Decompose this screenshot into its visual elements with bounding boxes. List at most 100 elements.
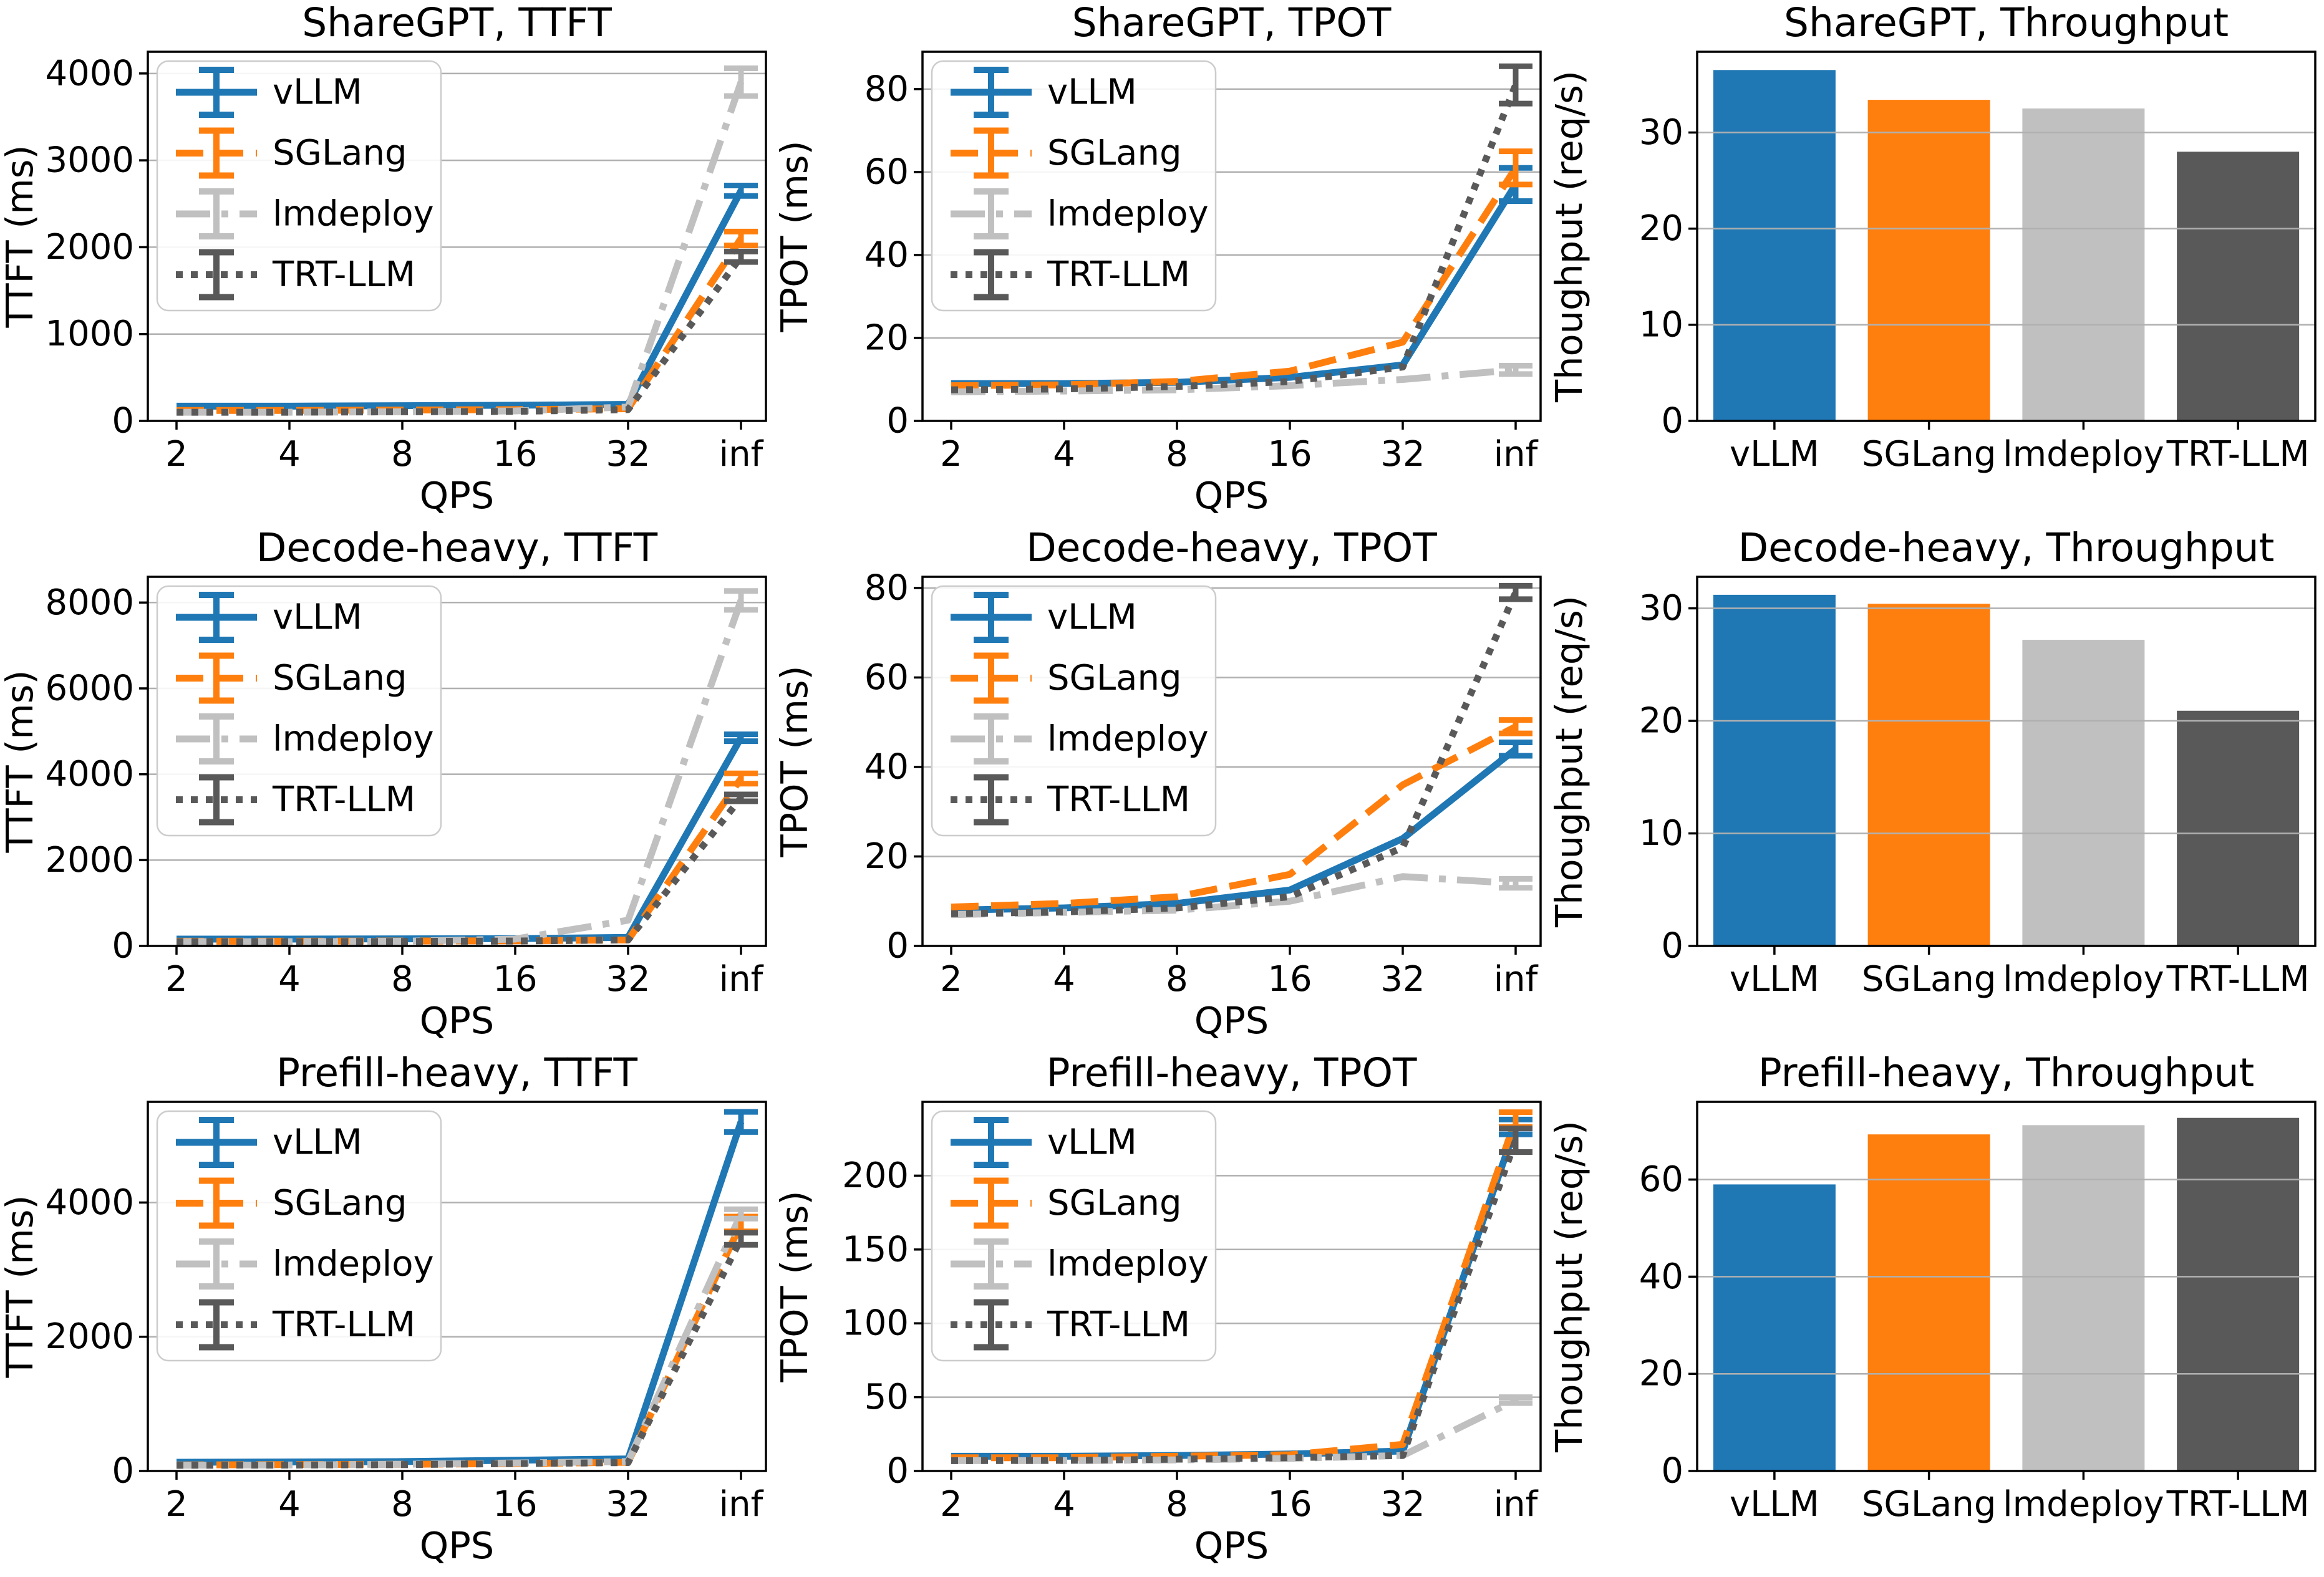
y-tick-label: 0 — [886, 1451, 909, 1492]
series-line-vLLM — [951, 746, 1518, 914]
y-tick-label: 10 — [1639, 304, 1683, 345]
y-tick-label: 0 — [112, 1451, 134, 1492]
y-tick-label: 20 — [1639, 1354, 1683, 1394]
x-tick-label: TRT-LLM — [2166, 959, 2310, 1000]
y-tick-label: 2000 — [45, 227, 134, 268]
bar-lmdeploy — [2022, 1125, 2145, 1471]
y-tick-label: 200 — [842, 1155, 909, 1196]
plot-border — [147, 51, 767, 422]
x-tick-label: 8 — [391, 434, 414, 475]
legend-label-vLLM: vLLM — [1047, 597, 1137, 638]
y-tick-label: 50 — [864, 1377, 909, 1417]
plot-border — [921, 576, 1542, 947]
x-tick-label: 4 — [278, 959, 301, 1000]
x-tick-label: TRT-LLM — [2166, 1484, 2310, 1525]
y-tick-label: 0 — [1661, 401, 1683, 441]
y-tick-label: 3000 — [45, 140, 134, 181]
series-line-TRT-LLM — [176, 1237, 744, 1469]
legend-label-TRT-LLM: TRT-LLM — [272, 1305, 415, 1345]
x-tick-label: lmdeploy — [2003, 434, 2164, 475]
x-tick-label: SGLang — [1862, 1484, 1997, 1525]
x-tick-label: vLLM — [1730, 959, 1819, 1000]
x-axis-label: QPS — [420, 1524, 494, 1567]
x-tick-label: SGLang — [1862, 959, 1997, 1000]
legend-label-vLLM: vLLM — [1047, 1122, 1137, 1163]
x-tick-label: TRT-LLM — [2166, 434, 2310, 475]
y-axis-label: TPOT (ms) — [775, 665, 816, 857]
legend-label-TRT-LLM: TRT-LLM — [1047, 1305, 1190, 1345]
chart-title: ShareGPT, Throughput — [1784, 0, 2229, 46]
chart-title: Decode-heavy, Throughput — [1738, 525, 2275, 571]
y-tick-label: 40 — [1639, 1256, 1683, 1297]
y-tick-label: 20 — [1639, 701, 1683, 741]
y-tick-label: 40 — [864, 746, 909, 787]
legend-box — [931, 60, 1217, 312]
y-tick-label: 1000 — [45, 314, 134, 354]
y-tick-label: 6000 — [45, 668, 134, 708]
legend-label-lmdeploy: lmdeploy — [273, 194, 434, 234]
x-tick-label: inf — [719, 434, 764, 475]
x-tick-label: inf — [719, 959, 764, 1000]
x-tick-label: 2 — [940, 959, 962, 1000]
x-tick-label: 32 — [1380, 959, 1425, 1000]
chart-decode-heavy-ttft: 0 2000 4000 6000 8000 2 4 8 16 32 inf Decode-heavy,… — [0, 525, 767, 1042]
y-axis-label: TPOT (ms) — [775, 1190, 816, 1382]
legend-label-TRT-LLM: TRT-LLM — [272, 254, 415, 295]
y-tick-label: 20 — [1639, 208, 1683, 249]
x-tick-label: inf — [1494, 1484, 1539, 1525]
legend-box — [156, 60, 442, 312]
y-tick-label: 60 — [864, 657, 909, 698]
plot-border — [147, 1101, 767, 1472]
x-tick-label: 16 — [493, 434, 537, 475]
x-tick-label: 32 — [606, 959, 650, 1000]
y-tick-label: 100 — [842, 1303, 909, 1344]
x-tick-label: 2 — [165, 959, 188, 1000]
x-tick-label: 8 — [1166, 434, 1188, 475]
legend-label-vLLM: vLLM — [273, 72, 362, 113]
legend-label-SGLang: SGLang — [1047, 1183, 1182, 1223]
chart-prefill-heavy-throughput: 0 20 40 60 vLLM SGLang lmdeploy TRT-LLM Prefill-… — [1547, 1050, 2317, 1525]
bar-lmdeploy — [2022, 640, 2145, 946]
x-tick-label: 16 — [493, 1484, 537, 1525]
plot-border — [1696, 51, 2317, 422]
chart-title: Prefill-heavy, Throughput — [1758, 1050, 2254, 1096]
bar-TRT-LLM — [2177, 1117, 2300, 1471]
x-tick-label: 16 — [493, 959, 537, 1000]
chart-title: Decode-heavy, TTFT — [256, 525, 658, 571]
chart-title: Prefill-heavy, TTFT — [276, 1050, 637, 1096]
legend-label-SGLang: SGLang — [273, 133, 407, 173]
bar-vLLM — [1713, 70, 1836, 421]
x-tick-label: 4 — [278, 434, 301, 475]
y-tick-label: 0 — [1661, 926, 1683, 967]
chart-cell-sharegpt-throughput: 0 10 20 30 vLLM SGLang lmdeploy TRT-LLM ShareGPT… — [1547, 0, 2324, 525]
x-tick-label: 32 — [1380, 1484, 1425, 1525]
chart-decode-heavy-throughput: 0 10 20 30 vLLM SGLang lmdeploy TRT-LLM Decode-h… — [1547, 525, 2317, 1000]
x-tick-label: vLLM — [1730, 434, 1819, 475]
series-line-TRT-LLM — [177, 254, 744, 416]
legend-label-lmdeploy: lmdeploy — [273, 1244, 434, 1285]
y-tick-label: 2000 — [45, 1316, 134, 1357]
legend-box — [156, 1110, 442, 1362]
y-tick-label: 0 — [886, 401, 909, 441]
chart-cell-prefill-heavy-ttft: 0 2000 4000 2 4 8 16 32 inf Prefill-heavy, TTFT TT… — [0, 1050, 775, 1575]
x-tick-label: 4 — [1053, 434, 1075, 475]
x-tick-label: 2 — [940, 434, 962, 475]
chart-cell-sharegpt-tpot: 0 20 40 60 80 2 4 8 16 32 inf ShareGPT, TPOT TPOT (m… — [773, 0, 1549, 525]
x-tick-label: 2 — [165, 434, 188, 475]
x-tick-label: inf — [719, 1484, 764, 1525]
x-tick-label: SGLang — [1862, 434, 1997, 475]
x-tick-label: 16 — [1267, 959, 1312, 1000]
chart-sharegpt-ttft: 0 1000 2000 3000 4000 2 4 8 16 32 inf ShareGPT, TTF… — [0, 0, 767, 517]
x-tick-label: inf — [1494, 434, 1539, 475]
plot-border — [1696, 1101, 2317, 1472]
y-axis-label: Thoughput (req/s) — [1549, 1121, 1590, 1453]
legend-label-TRT-LLM: TRT-LLM — [1047, 779, 1190, 820]
plot-border — [1696, 576, 2317, 947]
legend-label-lmdeploy: lmdeploy — [273, 719, 434, 760]
series-line-TRT-LLM — [177, 796, 744, 945]
x-tick-label: 32 — [1380, 434, 1425, 475]
x-tick-label: 32 — [606, 434, 650, 475]
bar-SGLang — [1867, 1134, 1990, 1471]
y-axis-label: TTFT (ms) — [0, 1195, 41, 1379]
chart-sharegpt-throughput: 0 10 20 30 vLLM SGLang lmdeploy TRT-LLM ShareGPT… — [1547, 0, 2317, 475]
